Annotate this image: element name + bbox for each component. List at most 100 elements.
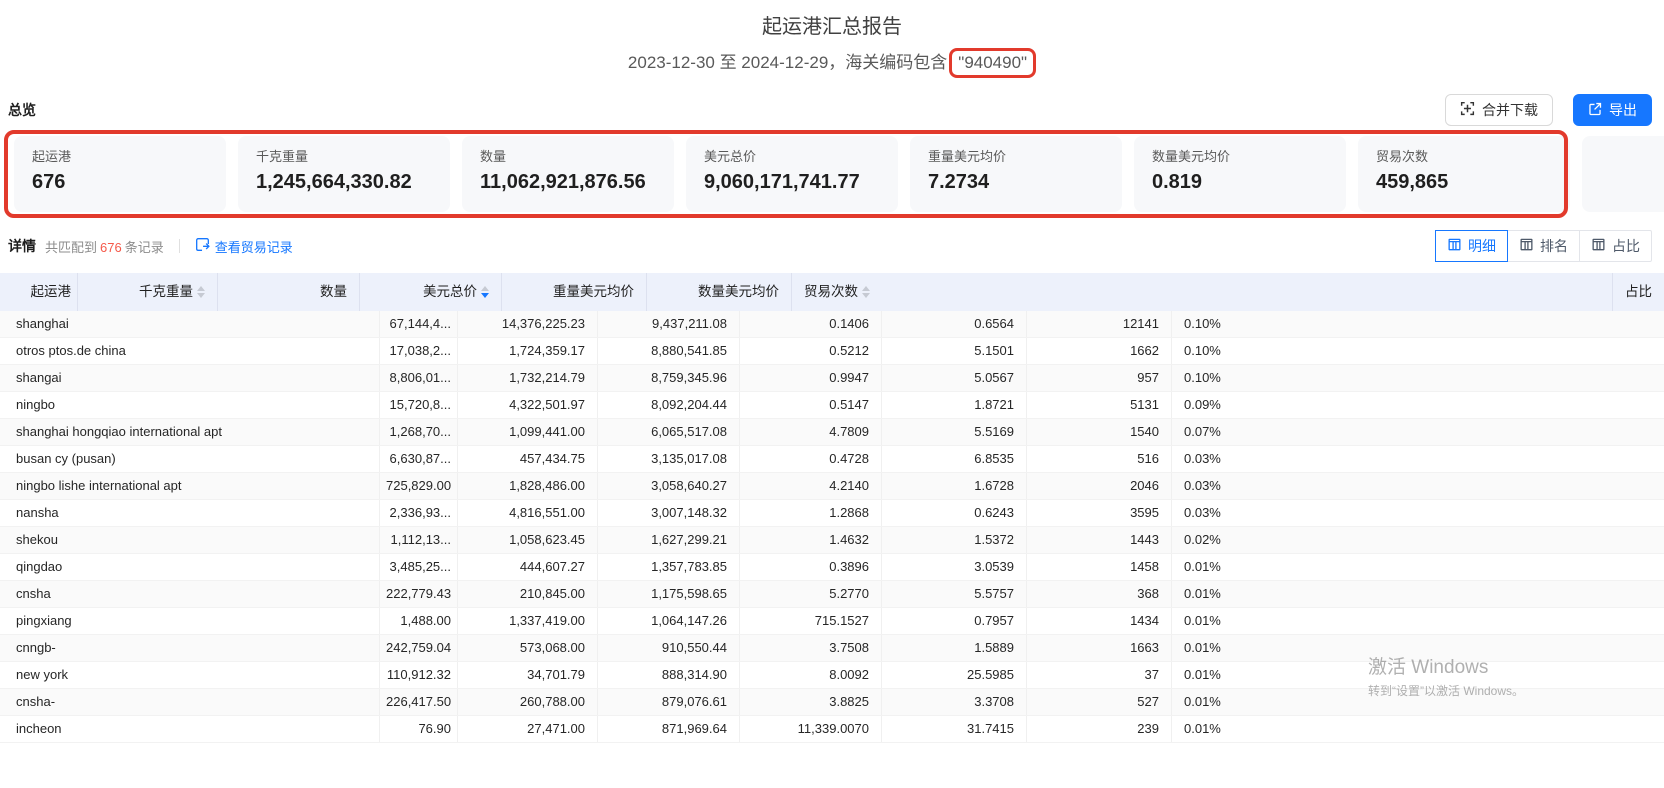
column-header-label: 贸易次数 — [804, 284, 858, 299]
cell-quantity: 14,376,225.23 — [458, 311, 598, 337]
table-row: shangai 8,806,01... 1,732,214.79 8,759,3… — [0, 365, 1664, 392]
summary-card-label: 千克重量 — [256, 149, 309, 164]
cell-usd-per-weight: 4.2140 — [740, 473, 882, 499]
column-header[interactable]: 贸易次数 — [792, 273, 1613, 311]
detail-left: 详情 共匹配到 676 条记录 查看贸易记录 — [8, 236, 293, 256]
cell-share: 0.10% — [1184, 370, 1221, 385]
cell-quantity: 457,434.75 — [458, 446, 598, 472]
overview-actions: 合并下载 导出 — [1445, 94, 1652, 126]
cell-usd-per-qty: 5.5169 — [882, 419, 1027, 445]
match-record-text: 共匹配到 676 条记录 — [45, 237, 164, 256]
cell-usd-per-qty: 5.5757 — [882, 581, 1027, 607]
cell-kg-weight: 15,720,8... — [380, 392, 458, 418]
cell-usd-per-weight: 715.1527 — [740, 608, 882, 634]
cell-quantity: 1,724,359.17 — [458, 338, 598, 364]
cell-usd-per-weight: 8.0092 — [740, 662, 882, 688]
cell-share: 0.01% — [1184, 667, 1221, 682]
table-row: new york 110,912.32 34,701.79 888,314.90… — [0, 662, 1664, 689]
cell-trade-count: 2046 — [1027, 473, 1172, 499]
cell-usd-total: 9,437,211.08 — [598, 311, 740, 337]
cell-port: ningbo lishe international apt — [0, 473, 380, 499]
cell-port: cnsha — [0, 581, 380, 607]
cell-kg-weight: 242,759.04 — [380, 635, 458, 661]
summary-card-value: 676 — [32, 171, 66, 193]
cell-usd-per-weight: 1.2868 — [740, 500, 882, 526]
table-row: cnsha- 226,417.50 260,788.00 879,076.61 … — [0, 689, 1664, 716]
table-row: shanghai hongqiao international apt 1,26… — [0, 419, 1664, 446]
cell-trade-count: 1443 — [1027, 527, 1172, 553]
summary-card: 千克重量 1,245,664,330.82 — [238, 136, 450, 212]
table-body: shanghai 67,144,4... 14,376,225.23 9,437… — [0, 311, 1664, 743]
hs-code-value: "940490" — [958, 53, 1028, 72]
sort-caret-icon — [197, 286, 205, 298]
summary-card-label: 数量美元均价 — [1152, 149, 1231, 164]
cell-usd-total: 3,135,017.08 — [598, 446, 740, 472]
table-row: nansha 2,336,93... 4,816,551.00 3,007,14… — [0, 500, 1664, 527]
summary-card-value: 1,245,664,330.82 — [256, 171, 412, 193]
cell-share: 0.02% — [1184, 532, 1221, 547]
cell-usd-total: 1,627,299.21 — [598, 527, 740, 553]
sort-caret-down-icon — [197, 293, 205, 298]
cell-quantity: 1,828,486.00 — [458, 473, 598, 499]
summary-card-label: 贸易次数 — [1376, 149, 1429, 164]
cell-usd-per-qty: 0.7957 — [882, 608, 1027, 634]
column-header-label: 占比 — [1625, 284, 1652, 299]
view-tab[interactable]: 明细 — [1435, 230, 1508, 262]
cell-port: ningbo — [0, 392, 380, 418]
cell-usd-total: 8,880,541.85 — [598, 338, 740, 364]
view-tab-label: 占比 — [1612, 238, 1640, 254]
column-header[interactable]: 千克重量 — [78, 273, 218, 311]
cell-share: 0.01% — [1184, 640, 1221, 655]
cell-quantity: 1,337,419.00 — [458, 608, 598, 634]
cell-port: shanghai — [0, 311, 380, 337]
subtitle-text: 2023-12-30 至 2024-12-29，海关编码包含 — [627, 53, 948, 72]
cell-kg-weight: 17,038,2... — [380, 338, 458, 364]
view-trade-records-link[interactable]: 查看贸易记录 — [195, 237, 293, 256]
table-row: cnngb- 242,759.04 573,068.00 910,550.44 … — [0, 635, 1664, 662]
cell-quantity: 1,058,623.45 — [458, 527, 598, 553]
summary-card-label: 数量 — [480, 149, 507, 164]
table-row: shekou 1,112,13... 1,058,623.45 1,627,29… — [0, 527, 1664, 554]
cell-usd-per-qty: 1.5889 — [882, 635, 1027, 661]
cell-port: pingxiang — [0, 608, 380, 634]
cell-usd-total: 1,175,598.65 — [598, 581, 740, 607]
cell-trade-count: 1540 — [1027, 419, 1172, 445]
cell-usd-total: 8,759,345.96 — [598, 365, 740, 391]
cell-trade-count: 1663 — [1027, 635, 1172, 661]
cell-usd-total: 6,065,517.08 — [598, 419, 740, 445]
summary-card-partial — [1582, 136, 1664, 212]
cell-usd-per-qty: 31.7415 — [882, 716, 1027, 742]
merge-download-button[interactable]: 合并下载 — [1445, 94, 1553, 126]
cell-trade-count: 1458 — [1027, 554, 1172, 580]
view-tab-label: 明细 — [1468, 238, 1496, 254]
report-header: 起运港汇总报告 2023-12-30 至 2024-12-29，海关编码包含 "9… — [0, 0, 1664, 78]
cell-kg-weight: 3,485,25... — [380, 554, 458, 580]
report-page: 起运港汇总报告 2023-12-30 至 2024-12-29，海关编码包含 "9… — [0, 0, 1664, 743]
cell-usd-per-weight: 0.4728 — [740, 446, 882, 472]
summary-card-value: 9,060,171,741.77 — [704, 171, 860, 193]
divider — [178, 239, 180, 253]
cell-quantity: 4,816,551.00 — [458, 500, 598, 526]
annotation-box-hs-code: "940490" — [949, 48, 1037, 78]
table-row: ningbo lishe international apt 725,829.0… — [0, 473, 1664, 500]
summary-cards: 起运港 676 千克重量 1,245,664,330.82 数量 11,062,… — [14, 136, 1650, 212]
cell-port: cnngb- — [0, 635, 380, 661]
view-tab[interactable]: 排名 — [1507, 230, 1580, 262]
cell-port: new york — [0, 662, 380, 688]
cell-trade-count: 516 — [1027, 446, 1172, 472]
cell-kg-weight: 6,630,87... — [380, 446, 458, 472]
cell-port: incheon — [0, 716, 380, 742]
table-row: cnsha 222,779.43 210,845.00 1,175,598.65… — [0, 581, 1664, 608]
cell-kg-weight: 67,144,4... — [380, 311, 458, 337]
export-button[interactable]: 导出 — [1573, 94, 1652, 126]
summary-card: 美元总价 9,060,171,741.77 — [686, 136, 898, 212]
cell-usd-per-qty: 25.5985 — [882, 662, 1027, 688]
view-tab[interactable]: 占比 — [1579, 230, 1652, 262]
report-subtitle: 2023-12-30 至 2024-12-29，海关编码包含 "940490" — [0, 48, 1664, 78]
column-header-label: 美元总价 — [423, 284, 477, 299]
detail-section-title: 详情 — [8, 238, 36, 254]
summary-card-label: 美元总价 — [704, 149, 757, 164]
column-header[interactable]: 美元总价 — [360, 273, 502, 311]
cell-kg-weight: 1,112,13... — [380, 527, 458, 553]
cell-usd-per-weight: 3.7508 — [740, 635, 882, 661]
